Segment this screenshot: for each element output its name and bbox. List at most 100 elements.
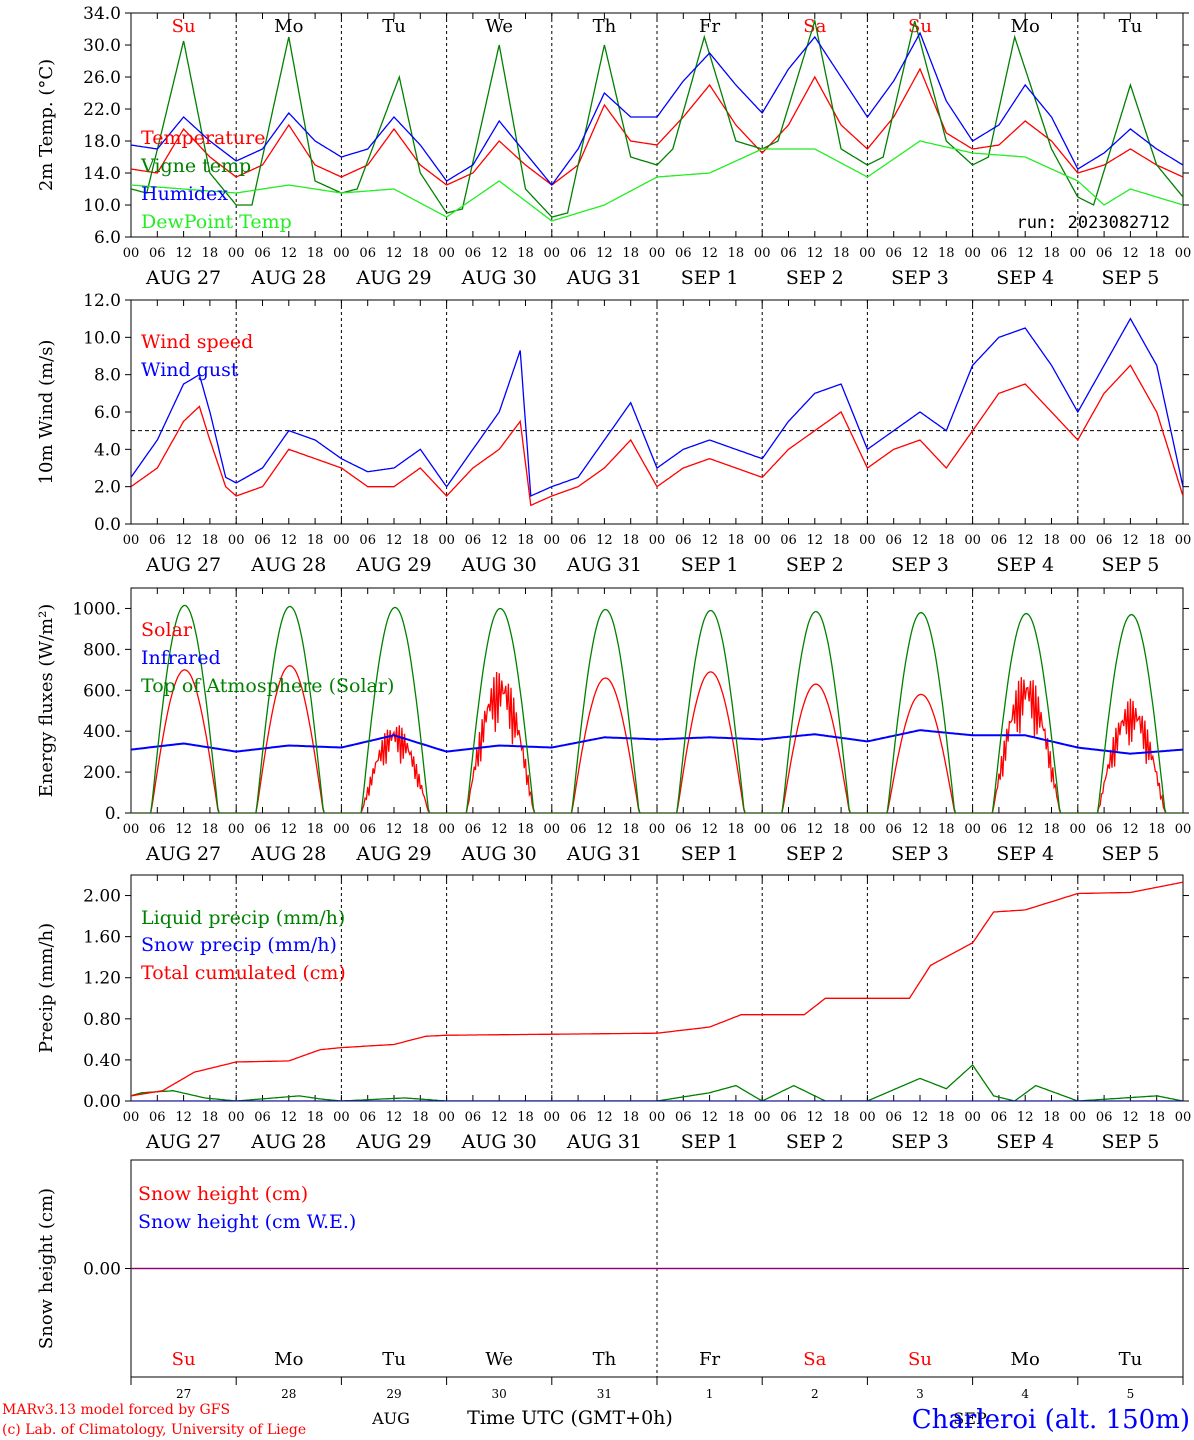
date-label: AUG 30	[461, 1131, 537, 1153]
hour-tick-label: 18	[412, 533, 429, 548]
hour-tick-label: 00	[544, 246, 561, 261]
hour-tick-label: 18	[202, 533, 219, 548]
hour-tick-label: 12	[491, 246, 508, 261]
hour-tick-label: 12	[1017, 533, 1034, 548]
y-tick-label: 0.40	[83, 1051, 121, 1071]
weekday-label: Tu	[382, 1349, 406, 1370]
weekday-label: Tu	[382, 16, 406, 37]
hour-tick-label: 00	[123, 533, 140, 548]
hour-tick-label: 18	[1043, 533, 1060, 548]
x-axis-label: Time UTC (GMT+0h)	[467, 1407, 673, 1429]
hour-tick-label: 00	[1175, 822, 1192, 837]
hour-tick-label: 18	[1148, 1110, 1165, 1125]
legend-entry: DewPoint Temp	[141, 211, 292, 233]
hour-tick-label: 12	[281, 822, 298, 837]
hour-tick-label: 12	[175, 533, 192, 548]
hour-tick-label: 06	[991, 822, 1008, 837]
hour-tick-label: 12	[281, 533, 298, 548]
hour-tick-label: 12	[1017, 822, 1034, 837]
date-label: AUG 30	[461, 554, 537, 576]
hour-tick-label: 18	[202, 1110, 219, 1125]
hour-tick-label: 00	[859, 533, 876, 548]
day-number: 30	[492, 1387, 507, 1401]
hour-tick-label: 12	[386, 246, 403, 261]
hour-tick-label: 12	[1122, 246, 1139, 261]
credit-line-2: (c) Lab. of Climatology, University of L…	[2, 1422, 306, 1438]
hour-tick-label: 00	[754, 1110, 771, 1125]
hour-tick-label: 00	[333, 822, 350, 837]
hour-tick-label: 06	[254, 822, 271, 837]
hour-tick-label: 00	[649, 246, 666, 261]
date-label: SEP 1	[681, 843, 739, 865]
hour-tick-label: 06	[675, 1110, 692, 1125]
hour-tick-label: 18	[728, 533, 745, 548]
y-axis-label: 2m Temp. (°C)	[36, 59, 57, 191]
day-number: 4	[1021, 1387, 1029, 1401]
y-tick-label: 400.	[83, 722, 121, 742]
hour-tick-label: 18	[938, 822, 955, 837]
weekday-label: Sa	[803, 1349, 826, 1370]
hour-tick-label: 00	[754, 822, 771, 837]
panel-1: 6.0 10.0 14.0 18.0 22.0 26.0 30.0 34.0 2m Temp. …	[36, 4, 1191, 289]
hour-tick-label: 00	[754, 246, 771, 261]
weekday-label: Mo	[1011, 1349, 1040, 1370]
panel-3: 0. 200. 400. 600. 800. 1000. Energy fluxes (W/…	[36, 587, 1192, 865]
hour-tick-label: 00	[228, 246, 245, 261]
date-label: AUG 31	[566, 1131, 642, 1153]
hour-tick-label: 18	[307, 533, 324, 548]
hour-tick-label: 06	[780, 822, 797, 837]
plot-frame	[130, 587, 1184, 814]
weekday-label: Su	[908, 1349, 932, 1370]
hour-tick-label: 18	[412, 822, 429, 837]
y-tick-label: 14.0	[83, 164, 121, 184]
legend-entry: Snow precip (mm/h)	[141, 934, 337, 956]
hour-tick-label: 12	[386, 533, 403, 548]
legend-entry: Snow height (cm)	[138, 1183, 308, 1205]
hour-tick-label: 00	[544, 822, 561, 837]
hour-tick-label: 18	[622, 533, 639, 548]
hour-tick-label: 18	[517, 822, 534, 837]
legend-entry: Top of Atmosphere (Solar)	[141, 675, 394, 697]
hour-tick-label: 12	[701, 246, 718, 261]
series-line-wind-speed	[131, 364, 1183, 507]
hour-tick-label: 06	[991, 246, 1008, 261]
legend-entry: Humidex	[141, 183, 228, 205]
hour-tick-label: 00	[438, 822, 455, 837]
series-group	[131, 317, 1183, 507]
hour-tick-label: 12	[912, 822, 929, 837]
date-label: SEP 5	[1101, 554, 1159, 576]
weekday-label: Mo	[274, 1349, 303, 1370]
hour-tick-label: 12	[1122, 822, 1139, 837]
date-label: AUG 28	[250, 554, 326, 576]
date-label: AUG 28	[250, 843, 326, 865]
hour-tick-label: 12	[912, 533, 929, 548]
day-number: 29	[386, 1387, 401, 1401]
date-label: SEP 4	[996, 554, 1054, 576]
y-tick-label: 10.0	[83, 196, 121, 216]
hour-tick-label: 06	[359, 246, 376, 261]
weekday-label: Fr	[699, 1349, 720, 1370]
y-tick-label: 0.00	[83, 1092, 121, 1112]
hour-tick-label: 18	[517, 246, 534, 261]
hour-tick-label: 18	[728, 246, 745, 261]
hour-tick-label: 12	[491, 1110, 508, 1125]
hour-tick-label: 06	[885, 1110, 902, 1125]
date-label: SEP 3	[891, 554, 949, 576]
run-label: run: 2023082712	[1016, 213, 1170, 233]
series-group	[131, 881, 1183, 1101]
hour-tick-label: 00	[438, 533, 455, 548]
hour-tick-label: 00	[1070, 533, 1087, 548]
y-tick-label: 6.0	[94, 228, 121, 248]
series-line-humidex	[131, 31, 1183, 187]
y-tick-label: 0.80	[83, 1010, 121, 1030]
y-tick-label: 0.	[105, 804, 121, 824]
date-label: AUG 27	[145, 843, 221, 865]
date-label: SEP 2	[786, 1131, 844, 1153]
hour-tick-label: 18	[938, 1110, 955, 1125]
hour-tick-label: 12	[175, 1110, 192, 1125]
hour-tick-label: 06	[570, 533, 587, 548]
hour-tick-label: 06	[780, 1110, 797, 1125]
date-label: AUG 29	[355, 1131, 431, 1153]
panel-4: 0.00 0.40 0.80 1.20 1.60 2.00 Precip (mm/h) 00 0…	[36, 874, 1191, 1153]
hour-tick-label: 12	[386, 1110, 403, 1125]
